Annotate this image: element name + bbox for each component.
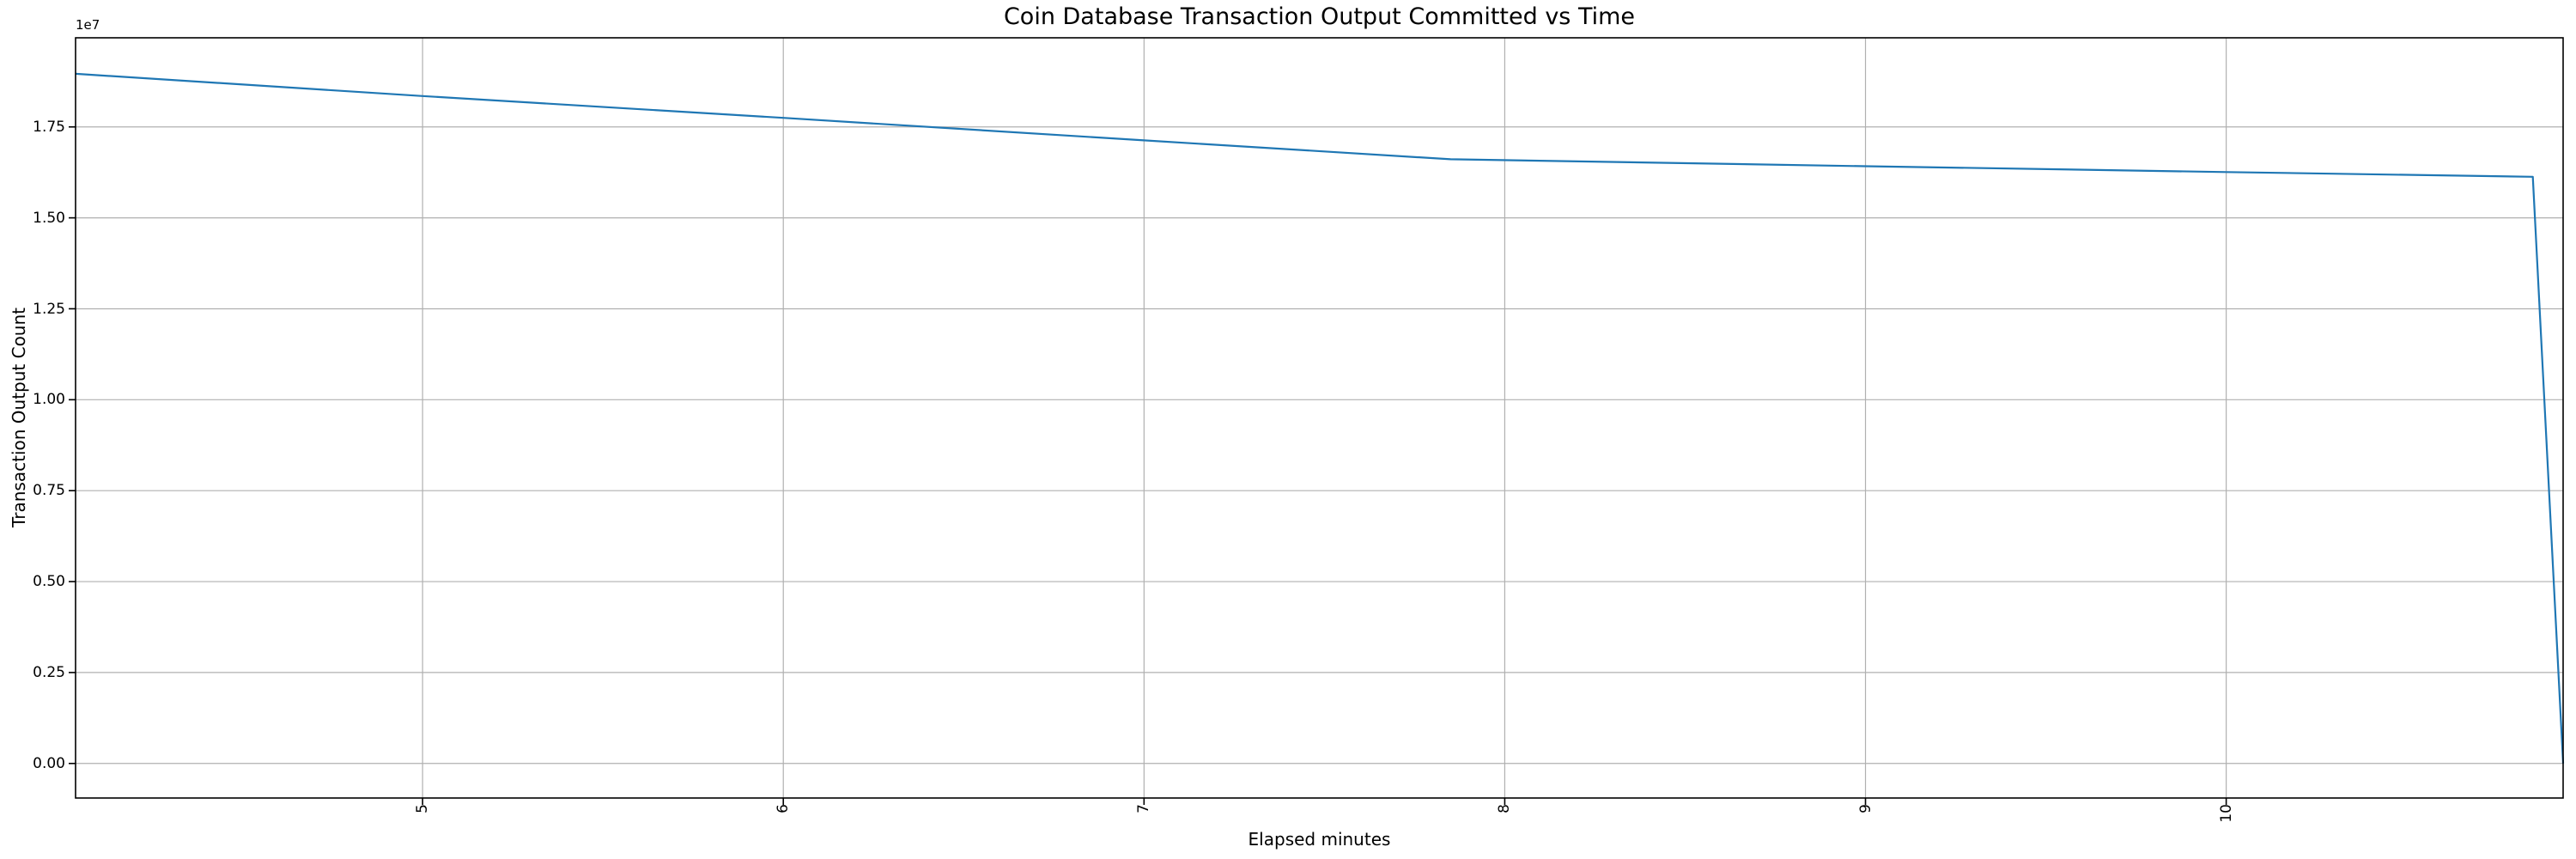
x-axis-label: Elapsed minutes bbox=[1248, 829, 1391, 850]
x-tick-label: 6 bbox=[775, 804, 793, 813]
y-axis-offset-label: 1e7 bbox=[76, 17, 100, 33]
y-tick-label: 1.25 bbox=[33, 300, 65, 318]
data-line bbox=[75, 72, 2565, 764]
y-tick-label: 1.50 bbox=[33, 209, 65, 227]
x-tick-label: 10 bbox=[2217, 804, 2235, 823]
y-tick-label: 1.75 bbox=[33, 118, 65, 136]
x-tick-label: 9 bbox=[1856, 804, 1874, 813]
y-tick-label: 0.00 bbox=[33, 754, 65, 772]
y-tick-label: 1.00 bbox=[33, 391, 65, 409]
chart-title: Coin Database Transaction Output Committ… bbox=[1003, 3, 1636, 30]
y-tick-label: 0.25 bbox=[33, 663, 65, 681]
y-tick-label: 0.50 bbox=[33, 573, 65, 591]
axes-frame bbox=[75, 37, 2564, 799]
y-tick-label: 0.75 bbox=[33, 482, 65, 500]
y-axis-label: Transaction Output Count bbox=[9, 308, 29, 527]
x-tick-label: 7 bbox=[1135, 804, 1153, 813]
x-tick-label: 8 bbox=[1496, 804, 1514, 813]
x-tick-label: 5 bbox=[414, 804, 432, 813]
